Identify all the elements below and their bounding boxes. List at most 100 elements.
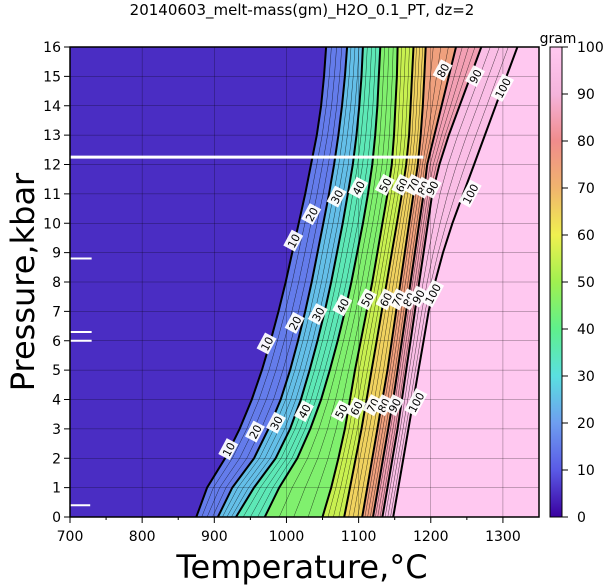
contour-label-bg [348, 176, 369, 199]
colorbar-tick-label: 50 [577, 275, 595, 291]
colorbar-tick-label: 70 [577, 181, 595, 197]
contour-label-text: 40 [350, 179, 368, 197]
contour-minor-line [257, 47, 377, 517]
y-tick-label: 10 [43, 216, 61, 232]
contour-minor-line [338, 47, 410, 517]
contour-label-20: 10 [218, 438, 239, 461]
contour-label-bg [404, 388, 428, 417]
y-tick-label: 8 [52, 275, 61, 291]
colorbar-tick-label: 80 [577, 134, 595, 150]
contour-label-2: 30 [326, 185, 347, 208]
contour-label-bg [284, 311, 305, 334]
y-tick-label: 11 [43, 187, 61, 203]
contour-label-30: 80 [432, 59, 453, 82]
contour-label-text: 60 [348, 399, 366, 417]
x-tick-label: 800 [129, 529, 156, 545]
contour-label-text: 50 [333, 402, 351, 420]
contour-label-24: 50 [330, 400, 351, 423]
contour-label-bg [421, 176, 442, 199]
contour-label-23: 40 [294, 400, 315, 423]
y-tick-label: 9 [52, 246, 61, 262]
y-tick-label: 14 [43, 99, 61, 115]
contour-label-bg [432, 59, 453, 82]
contour-minor-line [370, 47, 449, 517]
contour-label-13: 40 [332, 294, 353, 317]
contour-label-bg [408, 285, 429, 308]
contour-minor-line [293, 47, 390, 517]
contour-label-text: 80 [434, 62, 452, 80]
contour-lines [195, 47, 519, 517]
y-tick-label: 5 [52, 363, 61, 379]
contour-label-bg [391, 173, 412, 196]
x-axis-ticks: 700 800 900 1000 1100 1200 1300 [57, 517, 521, 545]
contour-label-text: 30 [268, 414, 286, 432]
contour-line-60 [343, 47, 415, 517]
contour-label-text: 50 [377, 176, 395, 194]
contour-label-text: 40 [334, 297, 352, 315]
contour-label-bg [307, 303, 328, 326]
x-tick-label: 900 [201, 529, 228, 545]
contour-label-bg [387, 288, 408, 311]
band-50-60 [322, 47, 414, 517]
contour-label-12: 30 [307, 303, 328, 326]
contour-label-25: 60 [346, 397, 367, 420]
contour-line-50 [321, 47, 399, 517]
contour-line-10 [195, 47, 328, 517]
contour-minor-line [384, 47, 491, 517]
contour-minor-line [357, 47, 423, 517]
contour-label-bg [374, 173, 395, 196]
chart-title: 20140603_melt-mass(gm)_H2O_0.1_PT, dz=2 [130, 1, 475, 20]
colorbar-tick-label: 90 [577, 87, 595, 103]
contour-label-text: 10 [220, 440, 238, 458]
contour-labels: 1020304050607080901001020304050607080901… [218, 59, 515, 461]
contour-label-10: 10 [256, 332, 277, 355]
contour-label-text: 90 [467, 67, 485, 85]
contour-label-bg [256, 332, 277, 355]
contour-label-28: 90 [384, 394, 405, 417]
contour-minor-line [250, 47, 372, 517]
y-tick-label: 7 [52, 304, 61, 320]
contour-label-bg [458, 179, 482, 208]
contour-label-text: 10 [285, 232, 303, 250]
y-tick-label: 2 [52, 451, 61, 467]
contour-label-text: 90 [424, 179, 442, 197]
contour-label-text: 30 [310, 305, 328, 323]
contour-label-8: 90 [421, 176, 442, 199]
contour-label-text: 40 [296, 402, 314, 420]
band-60-70 [344, 47, 426, 517]
contour-minor-line [278, 47, 385, 517]
colorbar: gram 0 10 20 30 40 50 60 70 80 90 100 [540, 31, 603, 526]
contour-line-80 [372, 47, 457, 517]
contour-label-bg [332, 294, 353, 317]
colorbar-ticks: 0 10 20 30 40 50 60 70 80 90 100 [562, 40, 603, 526]
colorbar-unit-label: gram [540, 31, 577, 47]
contour-minor-line [201, 47, 332, 517]
contour-minor-line [352, 47, 420, 517]
contour-minor-line [379, 47, 476, 517]
x-tick-label: 1100 [341, 529, 377, 545]
colorbar-tick-label: 40 [577, 322, 595, 338]
contour-label-bg [283, 229, 304, 252]
colorbar-tick-label: 60 [577, 228, 595, 244]
data-gap-marks [70, 155, 424, 507]
colorbar-tick-label: 0 [577, 510, 586, 526]
x-axis-title: Temperature,°C [175, 548, 427, 586]
contour-label-text: 20 [247, 423, 265, 441]
plot-area [70, 47, 539, 517]
contour-minor-line [375, 47, 463, 517]
y-tick-label: 13 [43, 128, 61, 144]
contour-label-14: 50 [356, 288, 377, 311]
contour-minor-line [231, 47, 360, 517]
contour-minor-line [390, 47, 509, 517]
contour-minor-line [206, 47, 337, 517]
y-tick-label: 12 [43, 158, 61, 174]
contour-minor-line [327, 47, 402, 517]
colorbar-tick-label: 100 [577, 40, 603, 56]
contour-line-90 [381, 47, 483, 517]
contour-label-bg [265, 411, 286, 434]
y-tick-label: 0 [52, 510, 61, 526]
contour-minor-line [226, 47, 356, 517]
contour-label-text: 30 [328, 188, 346, 206]
y-tick-label: 6 [52, 334, 61, 350]
